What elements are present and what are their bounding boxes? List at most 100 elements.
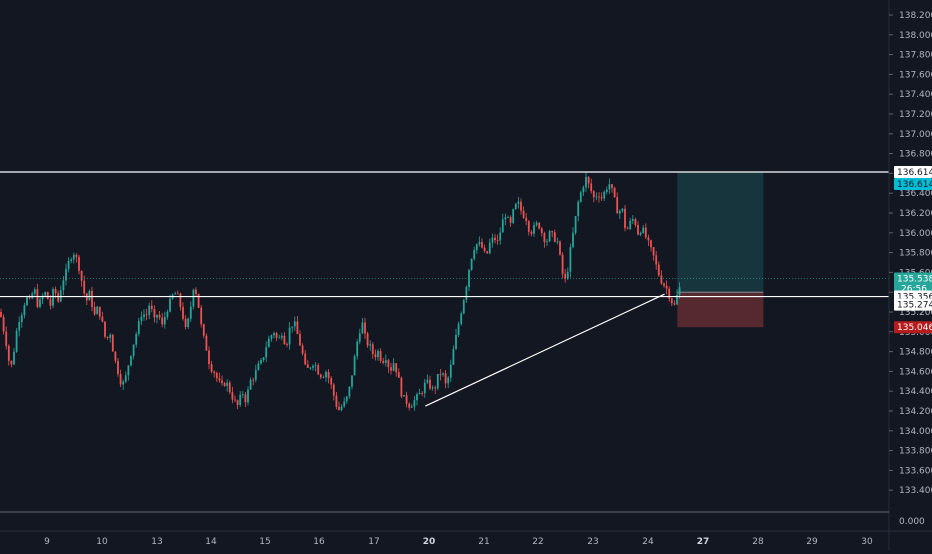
candle	[2, 314, 5, 335]
x-tick-label: 28	[752, 537, 764, 547]
candle	[403, 395, 405, 397]
candle	[304, 350, 307, 366]
y-tick-label: 133.800	[899, 447, 932, 457]
candle	[317, 363, 320, 375]
candle	[182, 302, 184, 321]
candle	[306, 360, 309, 368]
candle	[192, 288, 195, 310]
candle	[626, 226, 629, 230]
candle	[533, 221, 535, 237]
y-tick-label: 136.800	[899, 150, 932, 160]
candle	[608, 178, 611, 194]
candle	[247, 386, 249, 406]
candle	[351, 375, 353, 390]
candle	[501, 213, 504, 233]
svg-text:135.274: 135.274	[897, 301, 932, 311]
candle	[335, 391, 338, 410]
x-tick-label: 16	[313, 537, 325, 547]
candle	[418, 388, 421, 395]
candle	[114, 351, 117, 364]
candle	[39, 296, 41, 309]
candle	[447, 375, 450, 389]
candle	[301, 343, 304, 356]
candle	[41, 293, 44, 304]
candle	[127, 364, 130, 381]
candle	[436, 373, 439, 391]
candle	[280, 332, 283, 341]
candle	[631, 215, 634, 225]
x-tick-label: 22	[532, 537, 543, 547]
candle	[525, 212, 528, 226]
y-tick-label: 134.200	[899, 407, 932, 417]
candle	[361, 317, 364, 334]
candle	[410, 403, 413, 408]
position-stop-zone[interactable]	[677, 292, 764, 328]
candle	[130, 355, 132, 367]
candle	[423, 379, 426, 398]
trendline[interactable]	[425, 293, 665, 407]
x-tick-label: 23	[587, 537, 598, 547]
candle	[561, 252, 564, 279]
candle	[231, 386, 234, 404]
candle	[254, 364, 257, 383]
drawings-layer[interactable]	[0, 171, 889, 407]
candle	[574, 216, 577, 235]
candle	[486, 250, 489, 254]
candle	[15, 327, 18, 353]
candle	[228, 380, 231, 395]
y-tick-label: 135.800	[899, 249, 932, 259]
y-tick-label: 137.400	[899, 90, 932, 100]
candle	[598, 191, 600, 203]
candle	[215, 371, 218, 383]
candle	[379, 348, 382, 364]
candle	[507, 215, 509, 218]
candle	[145, 308, 148, 321]
candle	[657, 261, 660, 277]
candle	[101, 311, 104, 323]
candle	[449, 359, 452, 383]
candle	[96, 305, 99, 315]
x-tick-label: 27	[697, 537, 710, 547]
candle	[475, 243, 478, 254]
candle	[234, 395, 236, 402]
position-tool[interactable]	[677, 172, 764, 328]
candle	[319, 373, 322, 380]
candle	[668, 286, 671, 302]
candle	[293, 316, 296, 331]
candle	[239, 391, 242, 407]
candle	[405, 391, 408, 408]
candle	[390, 362, 392, 375]
candle	[83, 275, 86, 297]
candle	[153, 305, 156, 323]
candle	[345, 395, 348, 405]
svg-text:135.538: 135.538	[897, 275, 932, 285]
candle	[197, 293, 200, 309]
y-tick-label: 137.200	[899, 110, 932, 120]
candle	[327, 368, 330, 384]
candle	[647, 234, 650, 247]
x-tick-label: 24	[642, 537, 654, 547]
candle	[600, 192, 603, 201]
candle	[31, 291, 34, 300]
candle	[72, 252, 75, 264]
candle	[585, 172, 587, 192]
candle	[340, 404, 343, 412]
position-target-zone[interactable]	[677, 172, 764, 293]
candle	[299, 330, 301, 346]
candle	[236, 399, 239, 410]
candle	[663, 282, 665, 288]
candle	[387, 358, 390, 373]
candle	[397, 368, 400, 378]
candle	[291, 326, 294, 333]
candle	[338, 401, 340, 411]
candle	[122, 379, 125, 390]
candle	[590, 178, 593, 194]
candle	[78, 254, 80, 275]
candle	[392, 358, 395, 372]
candle	[629, 217, 632, 231]
candle	[348, 386, 351, 399]
candle	[442, 372, 444, 377]
candle	[426, 374, 429, 384]
